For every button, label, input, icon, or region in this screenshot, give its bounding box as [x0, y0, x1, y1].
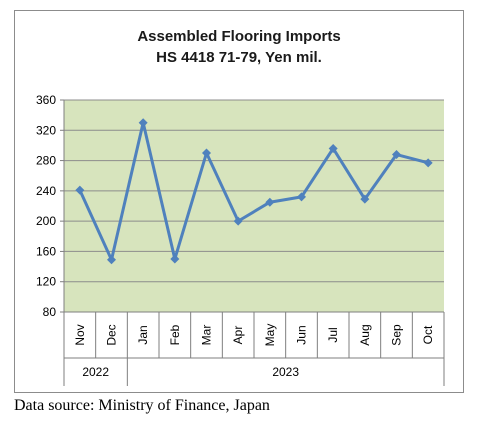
- data-point-aug: [360, 194, 370, 204]
- x-tick-label-jan: Jan: [136, 325, 150, 344]
- data-point-oct: [423, 158, 433, 168]
- x-tick-label-jul: Jul: [326, 327, 340, 342]
- year-group-label-2023: 2023: [272, 365, 299, 379]
- plot-area: [64, 100, 444, 312]
- series-line-0: [78, 121, 430, 262]
- y-tick-label: 320: [36, 123, 56, 137]
- data-point-jan: [138, 118, 148, 128]
- data-point-sep: [392, 150, 401, 160]
- x-tick-label-oct: Oct: [421, 325, 435, 344]
- data-source-note: Data source: Ministry of Finance, Japan: [14, 397, 270, 414]
- x-tick-label-nov: Nov: [73, 324, 87, 345]
- data-point-dec: [107, 255, 116, 265]
- x-tick-label-dec: Dec: [105, 324, 119, 345]
- x-tick-label-may: May: [263, 324, 277, 347]
- y-tick-label: 80: [43, 305, 57, 319]
- chart-title-line-1: Assembled Flooring Imports: [137, 28, 341, 45]
- data-point-mar: [202, 148, 211, 158]
- y-tick-label: 240: [36, 184, 56, 198]
- y-tick-label: 280: [36, 154, 56, 168]
- data-point-apr: [233, 216, 243, 226]
- y-tick-label: 160: [36, 244, 56, 258]
- data-point-jul: [328, 143, 338, 153]
- y-tick-label: 360: [36, 93, 56, 107]
- data-point-jun: [297, 192, 306, 202]
- data-point-nov: [75, 185, 85, 195]
- x-tick-label-feb: Feb: [168, 324, 182, 345]
- x-tick-label-jun: Jun: [295, 325, 309, 344]
- y-tick-label: 200: [36, 214, 56, 228]
- chart-title: Assembled Flooring Imports HS 4418 71-79…: [14, 26, 464, 68]
- x-tick-label-apr: Apr: [231, 326, 245, 345]
- x-tick-label-sep: Sep: [390, 324, 404, 346]
- chart-title-line-2: HS 4418 71-79, Yen mil.: [156, 49, 322, 66]
- data-point-feb: [170, 254, 180, 264]
- data-point-may: [265, 197, 275, 207]
- y-tick-label: 120: [36, 275, 56, 289]
- x-tick-label-aug: Aug: [358, 324, 372, 345]
- x-tick-label-mar: Mar: [200, 325, 214, 346]
- year-group-label-2022: 2022: [82, 365, 109, 379]
